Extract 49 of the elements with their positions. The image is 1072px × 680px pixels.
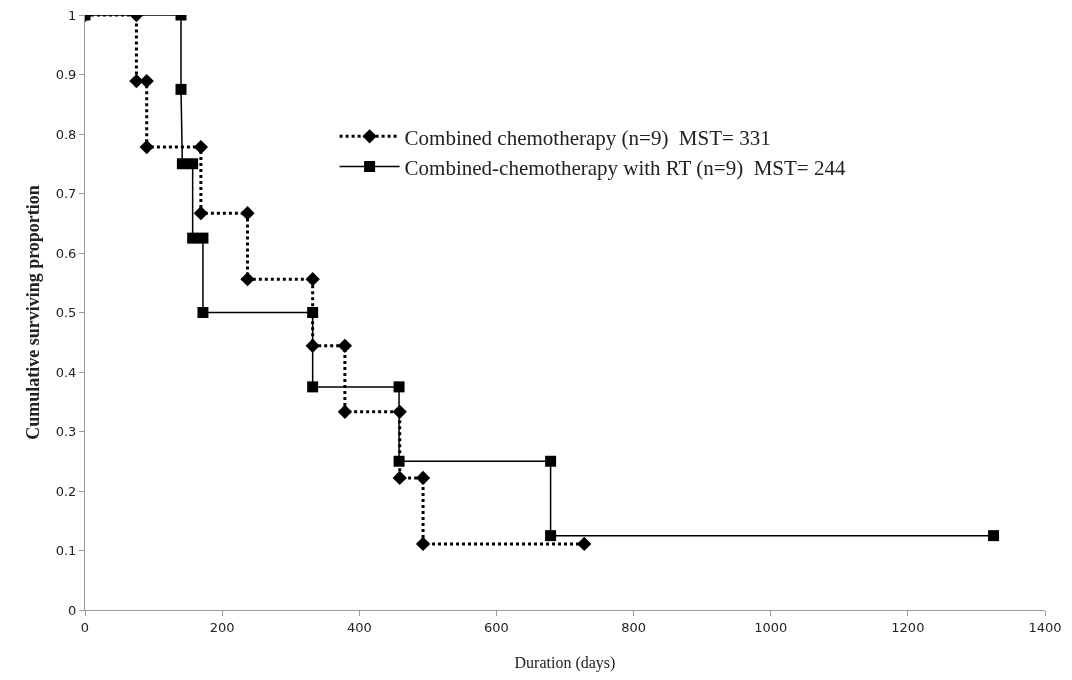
legend-label: Combined-chemotherapy with RT (n=9) MST= 244 xyxy=(404,155,846,180)
y-tick-label: 0.1 xyxy=(55,543,77,559)
x-tick-label: 1000 xyxy=(754,619,788,635)
y-tick-label: 0 xyxy=(68,602,77,618)
y-tick-label: 0.6 xyxy=(55,245,77,261)
y-tick-label: 1 xyxy=(68,7,77,23)
y-tick-label: 0.8 xyxy=(55,126,77,142)
point xyxy=(988,530,1000,542)
point xyxy=(197,232,209,244)
point xyxy=(193,205,209,221)
point xyxy=(307,381,319,393)
y-tick-label: 0.4 xyxy=(55,364,77,380)
x-tick-label: 200 xyxy=(209,619,235,635)
point xyxy=(139,139,154,155)
y-tick-label: 0.2 xyxy=(55,483,77,499)
point xyxy=(392,470,407,486)
y-axis-title: Cumulative surviving proportion xyxy=(23,185,43,440)
point xyxy=(187,158,199,170)
legend-label: Combined chemotherapy (n=9) MST= 331 xyxy=(404,125,771,150)
x-tick-label: 400 xyxy=(346,619,372,635)
point xyxy=(240,205,255,221)
point xyxy=(175,83,187,95)
point xyxy=(415,470,431,486)
point xyxy=(305,272,320,287)
point xyxy=(577,536,592,552)
x-tick-label: 1200 xyxy=(891,619,925,635)
x-tick-label: 800 xyxy=(621,619,646,635)
point xyxy=(193,139,209,155)
point xyxy=(393,381,405,393)
point xyxy=(337,338,353,353)
x-tick-label: 600 xyxy=(484,619,509,635)
x-axis-title: Duration (days) xyxy=(514,654,616,672)
point xyxy=(545,530,557,542)
point xyxy=(393,455,405,467)
point xyxy=(240,272,255,287)
y-tick-label: 0.9 xyxy=(55,67,77,83)
point xyxy=(197,307,209,318)
point xyxy=(545,455,557,467)
y-tick-label: 0.5 xyxy=(55,305,77,321)
point xyxy=(187,232,199,244)
point xyxy=(415,536,431,552)
y-tick-label: 0.3 xyxy=(55,424,77,440)
x-tick-label: 1400 xyxy=(1028,619,1062,635)
point xyxy=(139,73,154,89)
x-tick-label: 0 xyxy=(80,619,90,635)
point xyxy=(307,307,319,318)
point xyxy=(176,158,188,170)
y-tick-label: 0.7 xyxy=(55,186,77,202)
point xyxy=(337,404,353,420)
